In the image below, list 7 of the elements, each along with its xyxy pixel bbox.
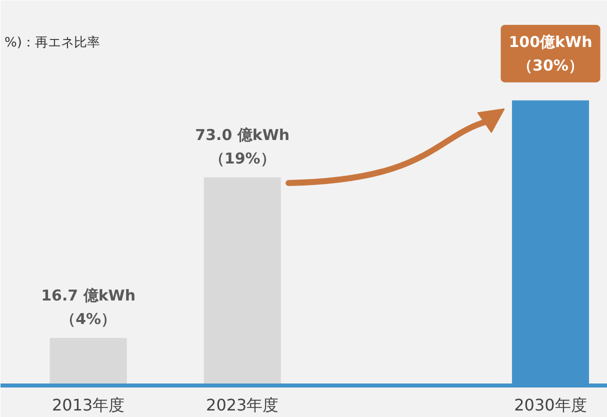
x-tick-label: 2030年度	[514, 396, 587, 414]
data-label: 100億kWh （30%）	[508, 32, 592, 74]
annotation: %)：再エネ比率	[4, 34, 100, 50]
x-tick-label: 2013年度	[52, 396, 125, 414]
data-label: 73.0 億kWh （19%）	[195, 126, 290, 168]
data-label: 16.7 億kWh （4%）	[41, 286, 136, 328]
x-tick-label: 2023年度	[206, 396, 279, 414]
